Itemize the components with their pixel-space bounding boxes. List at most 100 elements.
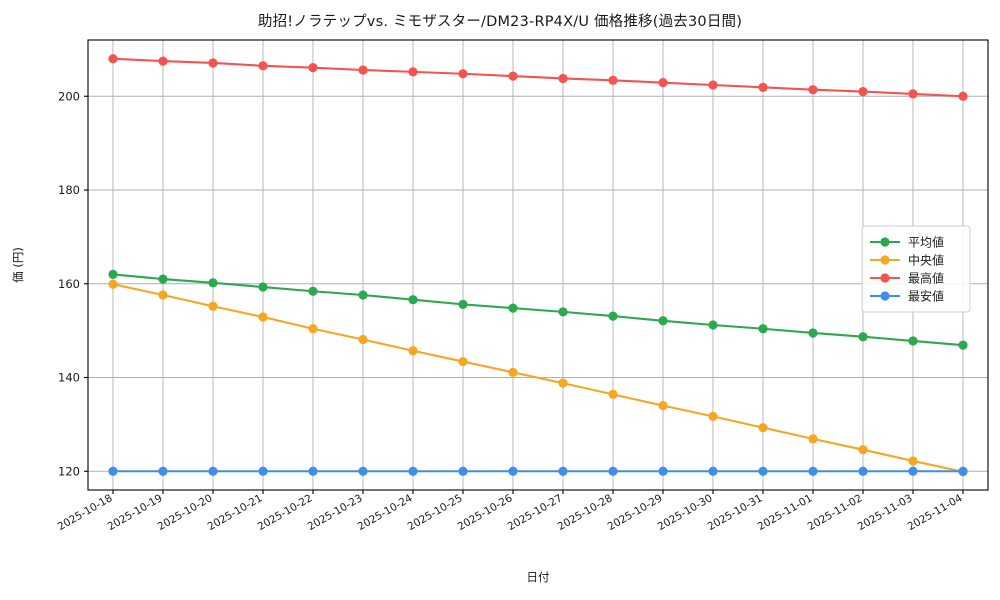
data-point-marker (958, 466, 968, 476)
data-point-marker (458, 466, 468, 476)
data-point-marker (408, 67, 418, 77)
data-point-marker (758, 82, 768, 92)
x-tick-label: 2025-10-29 (606, 492, 665, 533)
data-point-marker (908, 89, 918, 99)
data-point-marker (208, 58, 218, 68)
data-point-marker (508, 303, 518, 313)
data-point-marker (108, 269, 118, 279)
data-point-marker (458, 299, 468, 309)
data-point-marker (258, 61, 268, 71)
data-point-marker (658, 78, 668, 88)
y-axis-ticks: 120 140 160 180 200 (58, 89, 88, 478)
data-point-marker (858, 86, 868, 97)
data-point-marker (808, 466, 818, 476)
data-point-marker (858, 332, 868, 342)
x-tick-label: 2025-11-03 (856, 492, 915, 533)
x-tick-label: 2025-10-18 (56, 492, 115, 533)
chart-title: 助招!ノラテップvs. ミモザスター/DM23-RP4X/U 価格推移(過去30… (257, 14, 743, 30)
data-point-marker (258, 282, 268, 292)
x-tick-label: 2025-11-01 (756, 492, 815, 533)
y-axis-label: 価 (円) (11, 247, 25, 283)
data-point-marker (708, 411, 718, 422)
legend-background (861, 225, 971, 313)
data-point-marker (458, 356, 468, 367)
legend-marker-swatch (880, 237, 890, 247)
data-point-marker (408, 346, 418, 356)
legend-item-label[interactable]: 平均値 (908, 235, 944, 250)
legend-item-label[interactable]: 最安値 (908, 289, 944, 304)
data-point-marker (608, 389, 618, 399)
x-gridlines-group (112, 40, 964, 490)
data-point-marker (608, 75, 618, 85)
x-tick-label: 2025-10-20 (156, 492, 215, 533)
x-tick-label: 2025-10-19 (106, 492, 165, 533)
x-axis-label: 日付 (527, 570, 550, 584)
series-line (111, 273, 965, 347)
data-point-marker (208, 466, 218, 476)
data-point-marker (508, 466, 518, 476)
x-tick-label: 2025-11-02 (806, 492, 865, 533)
data-point-marker (208, 278, 218, 288)
x-tick-label: 2025-11-04 (906, 492, 965, 533)
x-tick-label: 2025-10-26 (456, 492, 515, 533)
data-point-marker (758, 423, 768, 433)
data-point-marker (608, 466, 618, 476)
x-tick-label: 2025-10-23 (306, 492, 365, 533)
data-point-marker (558, 73, 568, 84)
data-point-marker (108, 279, 118, 289)
data-point-marker (558, 307, 568, 317)
data-point-marker (158, 56, 168, 66)
data-point-marker (308, 286, 318, 296)
data-point-marker (758, 466, 768, 476)
data-point-marker (358, 466, 368, 476)
data-point-marker (408, 466, 418, 476)
x-tick-label: 2025-10-24 (356, 492, 415, 533)
data-point-marker (658, 316, 668, 326)
legend-item-label[interactable]: 中央値 (908, 253, 944, 268)
x-tick-label: 2025-10-27 (506, 492, 565, 533)
data-point-marker (958, 91, 968, 101)
data-series-group (108, 54, 968, 477)
plot-area-border (87, 39, 989, 491)
data-point-marker (258, 466, 268, 476)
data-point-marker (158, 466, 168, 476)
x-tick-label: 2025-10-22 (256, 492, 315, 533)
data-point-marker (158, 274, 168, 284)
data-point-marker (508, 367, 518, 377)
data-point-marker (108, 54, 118, 64)
series-line (111, 57, 965, 98)
data-point-marker (908, 456, 918, 466)
y-tick-label: 180 (58, 183, 80, 197)
legend-item-label[interactable]: 最高値 (908, 271, 944, 286)
data-point-marker (858, 466, 868, 476)
legend-marker-swatch (880, 291, 890, 301)
data-point-marker (158, 290, 168, 300)
x-tick-label: 2025-10-30 (656, 492, 715, 533)
data-point-marker (558, 378, 568, 388)
data-point-marker (708, 466, 718, 476)
data-point-marker (858, 445, 868, 455)
data-point-marker (908, 466, 918, 476)
data-point-marker (108, 466, 118, 476)
x-tick-label: 2025-10-21 (206, 492, 265, 533)
data-point-marker (358, 290, 368, 300)
x-tick-label: 2025-10-25 (406, 492, 465, 533)
data-point-marker (358, 65, 368, 75)
legend-marker-swatch (880, 255, 890, 265)
y-tick-label: 120 (58, 464, 80, 478)
x-axis-ticks: 2025-10-182025-10-192025-10-202025-10-21… (56, 490, 965, 533)
y-tick-label: 160 (58, 277, 80, 291)
series-line (111, 283, 965, 473)
data-point-marker (608, 311, 618, 321)
data-point-marker (508, 71, 518, 81)
data-point-marker (258, 312, 268, 322)
data-point-marker (558, 466, 568, 476)
data-point-marker (708, 80, 718, 90)
data-point-marker (908, 336, 918, 346)
data-point-marker (658, 466, 668, 476)
data-point-marker (808, 434, 818, 444)
x-tick-label: 2025-10-28 (556, 492, 615, 533)
data-point-marker (208, 301, 218, 311)
